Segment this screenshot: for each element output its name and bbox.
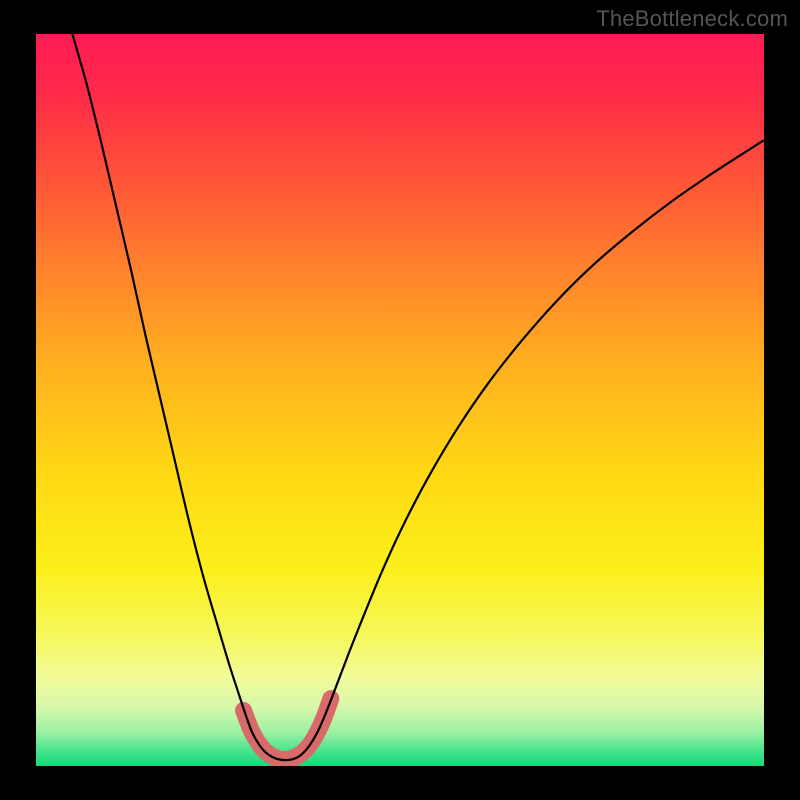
plot-area	[36, 34, 764, 766]
bottleneck-curve	[72, 34, 764, 760]
watermark-text: TheBottleneck.com	[596, 6, 788, 32]
chart-container: TheBottleneck.com	[0, 0, 800, 800]
curve-layer	[36, 34, 764, 766]
